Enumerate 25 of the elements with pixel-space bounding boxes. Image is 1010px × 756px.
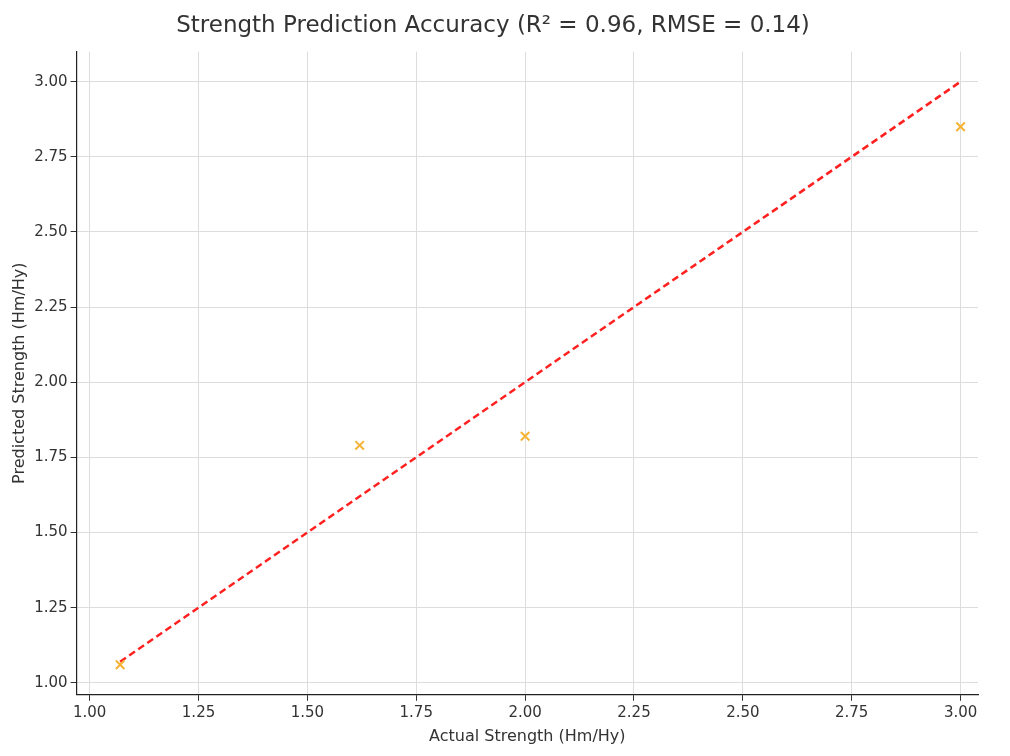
point: [354, 440, 365, 451]
x-axis-title: Actual Strength (Hm/Hy): [429, 725, 626, 745]
y-tick-label: 1.50: [34, 522, 68, 541]
y-tick-label: 1.75: [34, 447, 68, 466]
chart-title: Strength Prediction Accuracy (R² = 0.96, RMSE = 0.14): [176, 10, 810, 37]
x-tick-label: 2.25: [617, 702, 651, 721]
y-tick-label: 2.00: [34, 372, 68, 391]
y-tick-label: 2.50: [34, 221, 68, 240]
x-tick-label: 1.75: [399, 702, 433, 721]
y-tick-label: 1.00: [34, 672, 68, 691]
y-tick-label: 2.25: [34, 296, 68, 315]
y-tick-label: 3.00: [34, 71, 68, 90]
y-axis-title: Predicted Strength (Hm/Hy): [8, 262, 28, 484]
point: [955, 121, 966, 132]
x-tick-label: 1.25: [181, 702, 216, 721]
point: [519, 431, 531, 442]
x-tick-label: 2.75: [835, 702, 869, 721]
x-tick-label: 1.50: [290, 702, 325, 721]
y-tick-label: 1.25: [34, 597, 68, 616]
x-tick-label: 2.00: [508, 702, 542, 721]
point: [114, 659, 126, 670]
y-tick-label: 2.75: [34, 146, 68, 165]
x-tick-label: 3.00: [943, 702, 978, 721]
x-tick-label: 1.00: [72, 702, 107, 721]
x-tick-label: 2.50: [726, 702, 760, 721]
